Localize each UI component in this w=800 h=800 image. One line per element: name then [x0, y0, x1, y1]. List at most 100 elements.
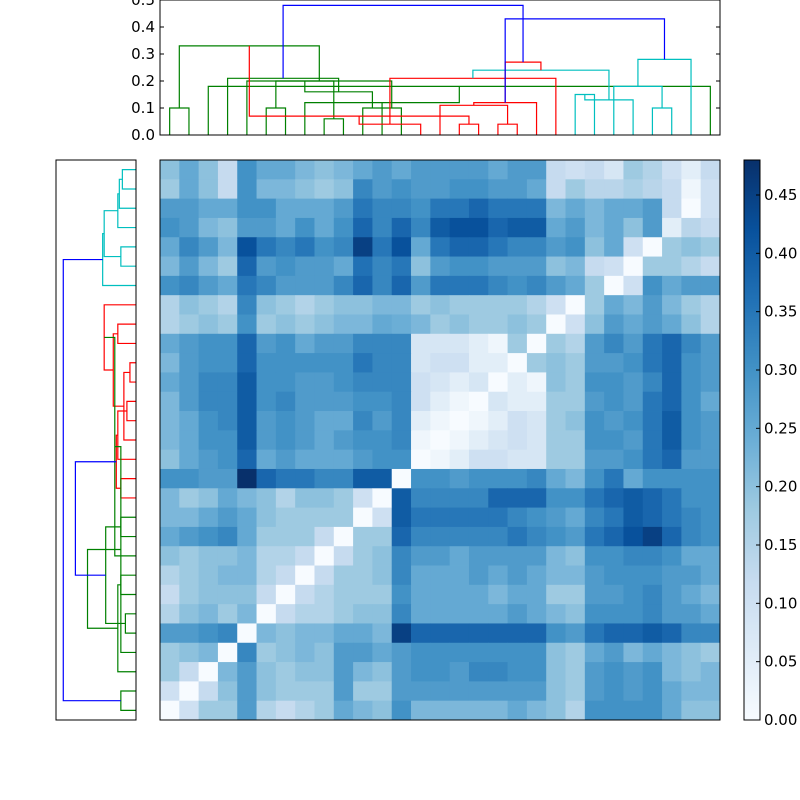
heatmap-cell	[700, 256, 721, 277]
heatmap-cell	[411, 275, 431, 296]
heatmap-cell	[681, 411, 702, 431]
heatmap-cell	[681, 468, 702, 489]
heatmap-cell	[391, 353, 412, 373]
heatmap-cell	[295, 391, 315, 412]
heatmap-cell	[295, 700, 315, 721]
heatmap-cell	[353, 295, 373, 315]
heatmap-cell	[372, 623, 393, 644]
heatmap-cell	[179, 642, 200, 663]
heatmap-cell	[411, 488, 431, 508]
heatmap-cell	[662, 237, 682, 257]
heatmap-cell	[449, 198, 470, 219]
heatmap-cell	[565, 237, 586, 257]
left-dendrogram-link	[120, 478, 136, 499]
heatmap-cell	[275, 314, 296, 335]
heatmap-cell	[681, 314, 702, 335]
heatmap-cell	[295, 584, 315, 605]
heatmap-cell	[314, 391, 335, 412]
heatmap-cell	[160, 449, 180, 470]
heatmap-cell	[314, 526, 335, 547]
heatmap-cell	[507, 256, 528, 277]
heatmap-cell	[662, 662, 682, 682]
heatmap-cell	[275, 565, 296, 586]
heatmap-cell	[295, 488, 315, 508]
heatmap-cell	[488, 488, 508, 508]
heatmap-cell	[449, 700, 470, 721]
heatmap-cell	[623, 237, 644, 257]
heatmap-cell	[198, 604, 219, 624]
heatmap-cell	[256, 565, 277, 586]
heatmap-cell	[642, 546, 663, 566]
heatmap-cell	[430, 604, 451, 624]
heatmap-cell	[198, 546, 219, 566]
heatmap-cell	[411, 430, 431, 451]
heatmap-cell	[449, 468, 470, 489]
heatmap-cell	[391, 584, 412, 605]
heatmap-cell	[237, 198, 257, 219]
heatmap-cell	[372, 681, 393, 702]
heatmap-cell	[353, 642, 373, 663]
heatmap-cell	[411, 353, 431, 373]
heatmap-cell	[604, 217, 624, 238]
heatmap-cell	[604, 198, 624, 219]
heatmap-cell	[198, 700, 219, 721]
heatmap-cell	[333, 681, 354, 702]
heatmap-cell	[565, 275, 586, 296]
top-dendrogram-link	[169, 107, 190, 135]
heatmap-cell	[217, 275, 238, 296]
heatmap-cell	[198, 237, 219, 257]
heatmap-cell	[681, 160, 702, 180]
heatmap-cell	[198, 256, 219, 277]
heatmap-cell	[565, 411, 586, 431]
heatmap-cell	[700, 604, 721, 624]
heatmap-cell	[430, 411, 451, 431]
heatmap-cell	[449, 179, 470, 200]
heatmap-cell	[546, 507, 566, 528]
heatmap-cell	[198, 333, 219, 354]
heatmap-cell	[179, 681, 200, 702]
heatmap-cell	[565, 546, 586, 566]
top-dendrogram	[169, 4, 711, 135]
heatmap-cell	[546, 391, 566, 412]
heatmap-cell	[584, 662, 605, 682]
heatmap-cell	[179, 314, 200, 335]
heatmap-cell	[314, 160, 335, 180]
heatmap-cell	[681, 275, 702, 296]
heatmap-cell	[449, 314, 470, 335]
heatmap-cell	[179, 372, 200, 393]
heatmap-cell	[546, 237, 566, 257]
heatmap-cell	[468, 604, 489, 624]
heatmap-cell	[275, 681, 296, 702]
heatmap-cell	[217, 565, 238, 586]
heatmap-cell	[623, 275, 644, 296]
heatmap-cell	[430, 546, 451, 566]
heatmap-cell	[353, 333, 373, 354]
heatmap-cell	[700, 391, 721, 412]
heatmap-cell	[526, 411, 547, 431]
heatmap-cell	[295, 160, 315, 180]
heatmap-cell	[662, 526, 682, 547]
heatmap-cell	[237, 372, 257, 393]
heatmap-cell	[623, 295, 644, 315]
heatmap-cell	[372, 526, 393, 547]
heatmap-cell	[507, 295, 528, 315]
heatmap-cell	[468, 179, 489, 200]
heatmap-cell	[449, 295, 470, 315]
heatmap-cell	[411, 642, 431, 663]
heatmap-cell	[526, 681, 547, 702]
heatmap-cell	[700, 488, 721, 508]
heatmap-cell	[604, 160, 624, 180]
heatmap-cell	[256, 488, 277, 508]
heatmap-cell	[256, 604, 277, 624]
heatmap-cell	[488, 353, 508, 373]
heatmap-cell	[449, 411, 470, 431]
heatmap-cell	[372, 642, 393, 663]
heatmap-cell	[488, 642, 508, 663]
heatmap-cell	[411, 256, 431, 277]
heatmap-cell	[565, 642, 586, 663]
heatmap-cell	[546, 295, 566, 315]
heatmap-cell	[488, 584, 508, 605]
heatmap-cell	[353, 604, 373, 624]
heatmap-cell	[333, 488, 354, 508]
heatmap-cell	[623, 604, 644, 624]
